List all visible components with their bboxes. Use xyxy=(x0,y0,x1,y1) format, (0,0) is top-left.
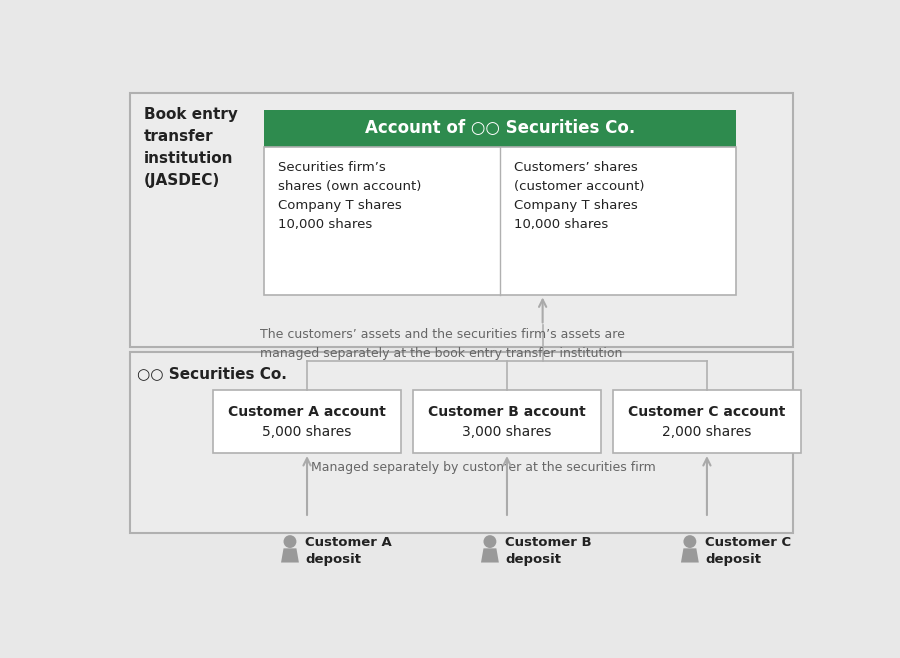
Text: 3,000 shares: 3,000 shares xyxy=(463,425,552,440)
Text: Customer A
deposit: Customer A deposit xyxy=(305,536,392,567)
Text: Customer B
deposit: Customer B deposit xyxy=(506,536,592,567)
Bar xyxy=(130,352,793,533)
Text: 2,000 shares: 2,000 shares xyxy=(662,425,752,440)
Bar xyxy=(264,110,736,147)
Text: Securities firm’s
shares (own account)
Company T shares
10,000 shares: Securities firm’s shares (own account) C… xyxy=(277,161,421,230)
Circle shape xyxy=(483,535,497,548)
Text: Account of ○○ Securities Co.: Account of ○○ Securities Co. xyxy=(364,119,635,138)
Text: Customer B account: Customer B account xyxy=(428,405,586,419)
Circle shape xyxy=(284,535,296,548)
Bar xyxy=(264,147,736,295)
Polygon shape xyxy=(481,548,499,563)
Bar xyxy=(613,390,801,453)
Bar xyxy=(413,390,601,453)
Text: Managed separately by customer at the securities firm: Managed separately by customer at the se… xyxy=(310,461,655,474)
Circle shape xyxy=(683,535,697,548)
Text: Customer C
deposit: Customer C deposit xyxy=(706,536,791,567)
Text: Customer C account: Customer C account xyxy=(628,405,786,419)
Polygon shape xyxy=(281,548,299,563)
Text: Customer A account: Customer A account xyxy=(228,405,386,419)
Text: 5,000 shares: 5,000 shares xyxy=(262,425,352,440)
Text: ○○ Securities Co.: ○○ Securities Co. xyxy=(138,366,287,381)
Text: Book entry
transfer
institution
(JASDEC): Book entry transfer institution (JASDEC) xyxy=(143,107,238,188)
Polygon shape xyxy=(681,548,698,563)
Bar xyxy=(213,390,400,453)
Bar xyxy=(130,93,793,347)
Text: Customers’ shares
(customer account)
Company T shares
10,000 shares: Customers’ shares (customer account) Com… xyxy=(514,161,644,230)
Text: The customers’ assets and the securities firm’s assets are
managed separately at: The customers’ assets and the securities… xyxy=(260,328,625,360)
